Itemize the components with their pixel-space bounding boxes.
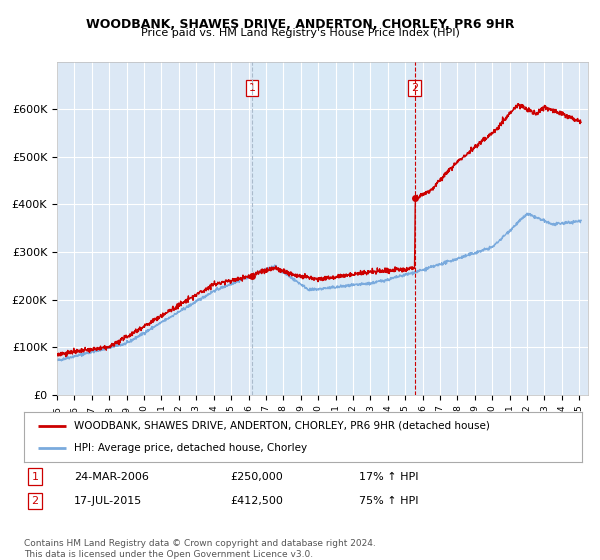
Text: 17-JUL-2015: 17-JUL-2015 — [74, 496, 142, 506]
Text: 2: 2 — [32, 496, 39, 506]
Text: £412,500: £412,500 — [230, 496, 283, 506]
Text: 1: 1 — [32, 472, 38, 482]
Text: WOODBANK, SHAWES DRIVE, ANDERTON, CHORLEY, PR6 9HR: WOODBANK, SHAWES DRIVE, ANDERTON, CHORLE… — [86, 18, 514, 31]
Text: Price paid vs. HM Land Registry's House Price Index (HPI): Price paid vs. HM Land Registry's House … — [140, 28, 460, 38]
Text: Contains HM Land Registry data © Crown copyright and database right 2024.
This d: Contains HM Land Registry data © Crown c… — [24, 539, 376, 559]
Text: HPI: Average price, detached house, Chorley: HPI: Average price, detached house, Chor… — [74, 443, 307, 453]
Text: 1: 1 — [248, 83, 256, 94]
Text: £250,000: £250,000 — [230, 472, 283, 482]
Text: 24-MAR-2006: 24-MAR-2006 — [74, 472, 149, 482]
Text: 17% ↑ HPI: 17% ↑ HPI — [359, 472, 418, 482]
Text: 75% ↑ HPI: 75% ↑ HPI — [359, 496, 418, 506]
Text: WOODBANK, SHAWES DRIVE, ANDERTON, CHORLEY, PR6 9HR (detached house): WOODBANK, SHAWES DRIVE, ANDERTON, CHORLE… — [74, 421, 490, 431]
Bar — [252, 62, 415, 395]
Text: 2: 2 — [411, 83, 418, 94]
